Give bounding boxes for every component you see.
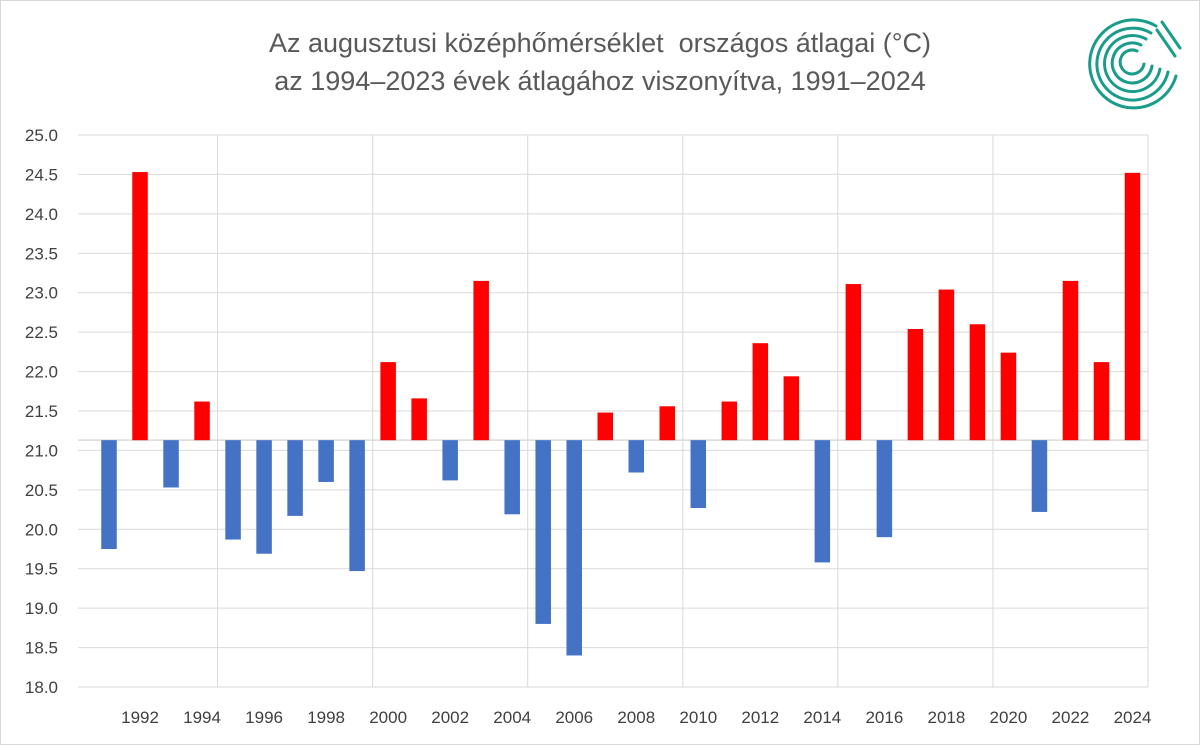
x-tick-label: 2006 [555,708,593,727]
bar-2000 [380,362,396,441]
bar-1992 [132,172,148,441]
organization-logo-icon [1088,18,1182,110]
chart-title-block: Az augusztusi középhőmérséklet országos … [0,24,1200,100]
y-tick-label: 21.5 [25,402,58,421]
x-tick-label: 2010 [679,708,717,727]
bar-2008 [628,440,645,473]
bar-2018 [938,289,955,441]
bar-2020 [1000,352,1017,441]
bar-2013 [783,376,800,441]
bar-2004 [504,440,520,515]
x-tick-label: 2020 [990,708,1028,727]
y-tick-label: 22.5 [25,323,58,342]
y-tick-label: 22.0 [25,363,58,382]
bar-1995 [225,440,241,540]
bar-2022 [1062,280,1079,441]
bar-2005 [535,440,551,624]
x-tick-label: 1994 [183,708,221,727]
x-tick-label: 2012 [741,708,779,727]
y-tick-label: 25.0 [25,126,58,145]
bar-2001 [411,398,427,441]
bar-series [101,172,1141,656]
chart-subtitle: az 1994–2023 évek átlagához viszonyítva,… [274,66,926,96]
y-tick-label: 18.5 [25,639,58,658]
y-tick-label: 19.0 [25,599,58,618]
bar-1991 [101,440,117,549]
bar-1997 [287,440,303,516]
x-tick-label: 2002 [431,708,469,727]
x-tick-label: 2018 [927,708,965,727]
y-tick-label: 21.0 [25,441,58,460]
bar-1998 [318,440,334,482]
bar-2003 [473,280,489,441]
bar-2021 [1031,440,1048,512]
y-tick-label: 20.0 [25,520,58,539]
bar-2015 [845,284,862,441]
x-tick-label: 2000 [369,708,407,727]
y-tick-label: 19.5 [25,560,58,579]
y-tick-label: 24.0 [25,205,58,224]
y-tick-label: 24.5 [25,165,58,184]
bar-2016 [876,440,893,538]
y-tick-label: 23.5 [25,244,58,263]
x-tick-label: 2014 [803,708,841,727]
bar-2014 [814,440,831,563]
bar-2002 [442,440,458,481]
bar-1999 [349,440,365,572]
bar-2019 [969,324,986,441]
bar-2012 [752,343,769,441]
x-tick-label: 2024 [1114,708,1152,727]
bar-1996 [256,440,272,554]
bar-1994 [194,401,210,441]
x-tick-label: 1998 [307,708,345,727]
bar-2017 [907,328,924,441]
bar-2011 [721,401,738,441]
x-tick-label: 1996 [245,708,283,727]
chart-title: Az augusztusi középhőmérséklet országos … [268,28,932,58]
y-axis-ticks: 18.0 18.5 19.0 19.5 20.0 20.5 21.0 21.5 22.0 22.5… [25,126,58,697]
bar-2007 [597,412,613,441]
x-tick-label: 2016 [865,708,903,727]
y-tick-label: 20.5 [25,481,58,500]
y-tick-label: 18.0 [25,678,58,697]
x-tick-label: 2022 [1052,708,1090,727]
bar-1993 [163,440,179,488]
bar-2006 [566,440,582,656]
y-tick-label: 23.0 [25,284,58,303]
bar-2024 [1124,172,1141,441]
bar-2010 [690,440,707,508]
x-tick-label: 2004 [493,708,531,727]
bar-2009 [659,406,676,441]
gridlines [78,134,1149,688]
x-tick-label: 2008 [617,708,655,727]
x-tick-label: 1992 [121,708,159,727]
bar-2023 [1093,362,1110,441]
x-axis-ticks: 1992 1994 1996 1998 2000 2002 2004 2006 2008 2010… [121,708,1151,727]
